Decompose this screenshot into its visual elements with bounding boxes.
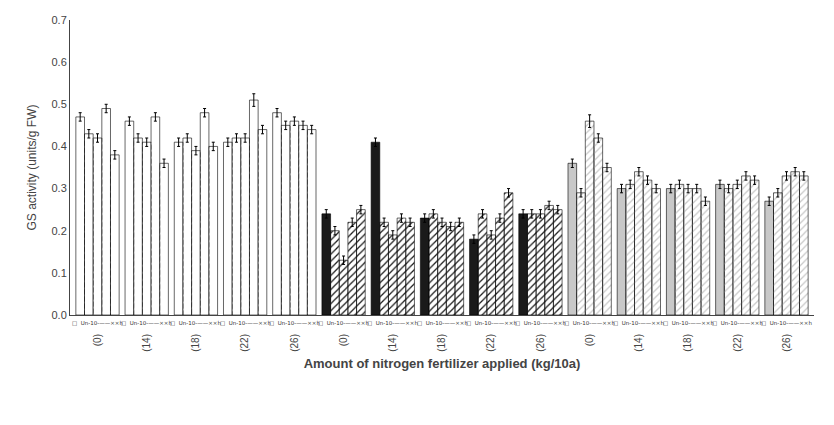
svg-text:(22): (22): [732, 334, 743, 352]
svg-text:□ Un-10-——××h: □ Un-10-——××h: [761, 320, 812, 326]
svg-text:□ Un-10-——××h: □ Un-10-——××h: [417, 320, 468, 326]
svg-text:□ Un-10-——××h: □ Un-10-——××h: [318, 320, 369, 326]
svg-text:0.2: 0.2: [52, 225, 67, 237]
svg-text:(0): (0): [338, 334, 349, 346]
svg-text:□ Un-10-——××h: □ Un-10-——××h: [663, 320, 714, 326]
svg-text:□ Un-10-——××h: □ Un-10-——××h: [613, 320, 664, 326]
svg-text:0.7: 0.7: [52, 14, 67, 26]
svg-text:0.0: 0.0: [52, 309, 67, 321]
svg-text:□ Un-10-——××h: □ Un-10-——××h: [170, 320, 221, 326]
svg-text:(0): (0): [92, 334, 103, 346]
svg-text:(22): (22): [485, 334, 496, 352]
svg-text:0.3: 0.3: [52, 182, 67, 194]
svg-text:□ Un-10-——××h: □ Un-10-——××h: [121, 320, 172, 326]
svg-text:□ Un-10-——××h: □ Un-10-——××h: [466, 320, 517, 326]
svg-text:0.4: 0.4: [52, 140, 67, 152]
svg-text:0.6: 0.6: [52, 56, 67, 68]
svg-text:(14): (14): [141, 334, 152, 352]
svg-text:(0): (0): [584, 334, 595, 346]
svg-text:Amount of nitrogen fertilizer: Amount of nitrogen fertilizer applied (k…: [304, 356, 581, 371]
svg-text:□ Un-10-——××h: □ Un-10-——××h: [564, 320, 615, 326]
svg-text:(22): (22): [239, 334, 250, 352]
svg-text:(26): (26): [289, 334, 300, 352]
svg-text:(26): (26): [535, 334, 546, 352]
svg-text:□ Un-10-——××h: □ Un-10-——××h: [367, 320, 418, 326]
svg-text:□ Un-10-——××h: □ Un-10-——××h: [515, 320, 566, 326]
svg-text:(14): (14): [387, 334, 398, 352]
svg-text:□ Un-10-——××h: □ Un-10-——××h: [72, 320, 123, 326]
svg-text:(14): (14): [633, 334, 644, 352]
svg-text:□ Un-10-——××h: □ Un-10-——××h: [220, 320, 271, 326]
svg-text:(18): (18): [682, 334, 693, 352]
svg-text:(26): (26): [781, 334, 792, 352]
svg-text:□ Un-10-——××h: □ Un-10-——××h: [269, 320, 320, 326]
svg-text:(18): (18): [436, 334, 447, 352]
svg-text:0.5: 0.5: [52, 98, 67, 110]
svg-text:(18): (18): [190, 334, 201, 352]
svg-text:GS activity (units/g FW): GS activity (units/g FW): [25, 104, 39, 230]
svg-text:□ Un-10-——××h: □ Un-10-——××h: [712, 320, 763, 326]
svg-text:0.1: 0.1: [52, 267, 67, 279]
